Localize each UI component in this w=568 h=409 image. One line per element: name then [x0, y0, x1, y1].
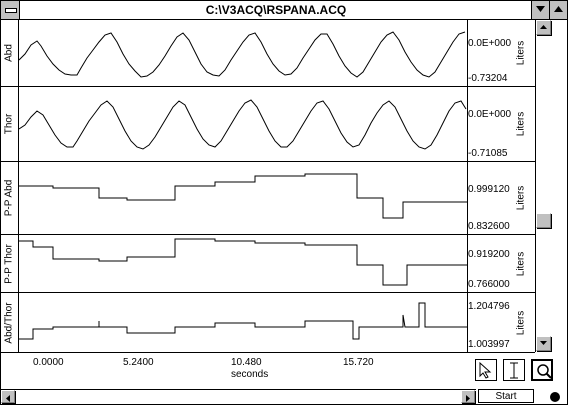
step-trace — [19, 302, 467, 340]
time-tick: 10.480 — [231, 357, 262, 368]
horizontal-scrollbar[interactable] — [1, 389, 476, 404]
channel-label: Abd/Thor — [3, 301, 15, 344]
arrow-up-icon — [540, 25, 547, 29]
arrow-right-icon — [466, 395, 470, 402]
channel-plot[interactable] — [18, 20, 468, 86]
pointer-arrow-icon — [479, 362, 492, 379]
channel-thor: Thor 0.0E+000 -0.71085 Liters — [1, 87, 535, 162]
scale-unit: Liters — [515, 111, 527, 137]
time-axis: 0.0000 5.2400 10.480 15.720 seconds — [1, 353, 473, 387]
scale-max: 0.0E+000 — [468, 38, 512, 49]
minimize-button[interactable] — [531, 1, 549, 19]
start-button[interactable]: Start — [478, 389, 534, 403]
magnifier-icon — [537, 364, 552, 379]
minimize-icon — [536, 6, 545, 12]
ibeam-cursor-icon — [510, 362, 518, 379]
step-trace — [19, 173, 467, 219]
scale-max: 0.0E+000 — [468, 109, 512, 120]
scroll-down-button[interactable] — [536, 336, 551, 351]
channel-pp-abd: P-P Abd 0.999120 0.832600 Liters — [1, 162, 535, 235]
scale-min: -0.71085 — [468, 148, 508, 159]
arrow-down-icon — [540, 341, 547, 345]
scale-unit: Liters — [515, 310, 527, 335]
arrow-left-icon — [6, 395, 10, 402]
title-bar: C:\V3ACQ\RSPANA.ACQ — [1, 1, 567, 20]
zoom-tool-button[interactable] — [531, 359, 553, 381]
channel-plot[interactable] — [18, 293, 468, 352]
time-tick: 5.2400 — [123, 357, 154, 368]
scale-min: 0.766000 — [468, 279, 510, 290]
record-indicator-icon — [550, 392, 560, 402]
channel-label: P-P Thor — [3, 243, 15, 284]
scroll-up-button[interactable] — [536, 20, 551, 35]
scale-unit: Liters — [515, 40, 527, 66]
time-tick: 0.0000 — [33, 357, 64, 368]
channel-pp-thor: P-P Thor 0.919200 0.766000 Liters — [1, 235, 535, 293]
scale-min: -0.73204 — [468, 73, 508, 84]
waveform-trace — [19, 31, 466, 78]
scale-unit: Liters — [515, 185, 527, 211]
channel-plot[interactable] — [18, 162, 468, 234]
channel-label: P-P Abd — [3, 179, 15, 217]
scale-max: 1.204796 — [468, 301, 510, 312]
ibeam-tool-button[interactable] — [503, 359, 525, 381]
channel-abd-thor: Abd/Thor 1.204796 1.003997 Liters — [1, 293, 535, 353]
scale-min: 1.003997 — [468, 339, 510, 350]
channel-label: Thor — [3, 113, 15, 135]
channel-plot[interactable] — [18, 87, 468, 161]
maximize-button[interactable] — [549, 1, 567, 19]
scroll-left-button[interactable] — [1, 390, 15, 403]
scale-max: 0.919200 — [468, 249, 510, 260]
step-trace — [19, 238, 467, 286]
scale-min: 0.832600 — [468, 221, 510, 232]
maximize-icon — [554, 6, 563, 12]
channel-plot[interactable] — [18, 235, 468, 292]
scroll-thumb[interactable] — [536, 213, 551, 228]
system-menu-icon — [5, 8, 17, 13]
scroll-right-button[interactable] — [461, 390, 475, 403]
window-title: C:\V3ACQ\RSPANA.ACQ — [205, 3, 347, 17]
system-menu-button[interactable] — [1, 1, 20, 19]
waveform-trace — [19, 99, 467, 150]
vertical-scrollbar[interactable] — [535, 20, 551, 352]
channel-label: Abd — [3, 44, 15, 62]
time-tick: 15.720 — [343, 357, 374, 368]
pointer-tool-button[interactable] — [475, 359, 497, 381]
time-axis-label: seconds — [231, 369, 269, 380]
channel-abd: Abd 0.0E+000 -0.73204 Liters — [1, 20, 535, 87]
scale-max: 0.999120 — [468, 184, 510, 195]
scale-unit: Liters — [515, 251, 527, 276]
